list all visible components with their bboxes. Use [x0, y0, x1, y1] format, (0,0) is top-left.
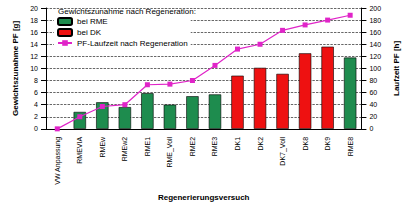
svg-text:8: 8: [34, 77, 38, 84]
svg-text:DK9: DK9: [324, 137, 331, 151]
svg-text:160: 160: [369, 29, 381, 36]
svg-text:bei DK: bei DK: [77, 28, 102, 37]
svg-text:RME8: RME8: [347, 137, 354, 157]
svg-text:16: 16: [30, 29, 38, 36]
svg-text:Laufzeit PF [h]: Laufzeit PF [h]: [392, 41, 401, 96]
svg-text:Regenerierungsversuch: Regenerierungsversuch: [158, 193, 250, 202]
svg-text:0: 0: [369, 125, 373, 132]
svg-text:RME3: RME3: [211, 137, 218, 157]
svg-text:RME2: RME2: [189, 137, 196, 157]
svg-text:0: 0: [34, 125, 38, 132]
svg-text:80: 80: [369, 77, 377, 84]
svg-text:RME1: RME1: [144, 137, 151, 157]
svg-text:200: 200: [369, 5, 381, 12]
svg-text:RMEw: RMEw: [99, 136, 106, 158]
svg-text:18: 18: [30, 17, 38, 24]
svg-text:40: 40: [369, 101, 377, 108]
svg-text:140: 140: [369, 41, 381, 48]
svg-text:Gewichtszunahme PF [g]: Gewichtszunahme PF [g]: [11, 21, 20, 116]
svg-text:12: 12: [30, 53, 38, 60]
svg-text:VW Anpassung: VW Anpassung: [54, 137, 62, 185]
svg-text:RMEw2: RMEw2: [121, 137, 128, 162]
svg-text:RMEVIA: RMEVIA: [76, 137, 83, 164]
svg-text:14: 14: [30, 41, 38, 48]
svg-text:PF-Laufzeit nach Regeneration: PF-Laufzeit nach Regeneration: [77, 39, 188, 48]
svg-text:DK7_Voll: DK7_Voll: [279, 136, 287, 165]
svg-text:DK8: DK8: [302, 137, 309, 151]
svg-text:100: 100: [369, 65, 381, 72]
svg-text:20: 20: [30, 5, 38, 12]
svg-text:bei RME: bei RME: [77, 17, 108, 26]
svg-text:10: 10: [30, 65, 38, 72]
svg-text:DK1: DK1: [234, 137, 241, 151]
svg-text:6: 6: [34, 89, 38, 96]
svg-text:DK2: DK2: [257, 137, 264, 151]
svg-text:180: 180: [369, 17, 381, 24]
svg-text:Gewichtszunahme nach Regenerat: Gewichtszunahme nach Regeneration:: [58, 7, 196, 16]
svg-text:120: 120: [369, 53, 381, 60]
svg-text:20: 20: [369, 113, 377, 120]
svg-text:60: 60: [369, 89, 377, 96]
svg-text:RME_Voll: RME_Voll: [166, 136, 174, 167]
svg-text:4: 4: [34, 101, 38, 108]
svg-text:2: 2: [34, 113, 38, 120]
